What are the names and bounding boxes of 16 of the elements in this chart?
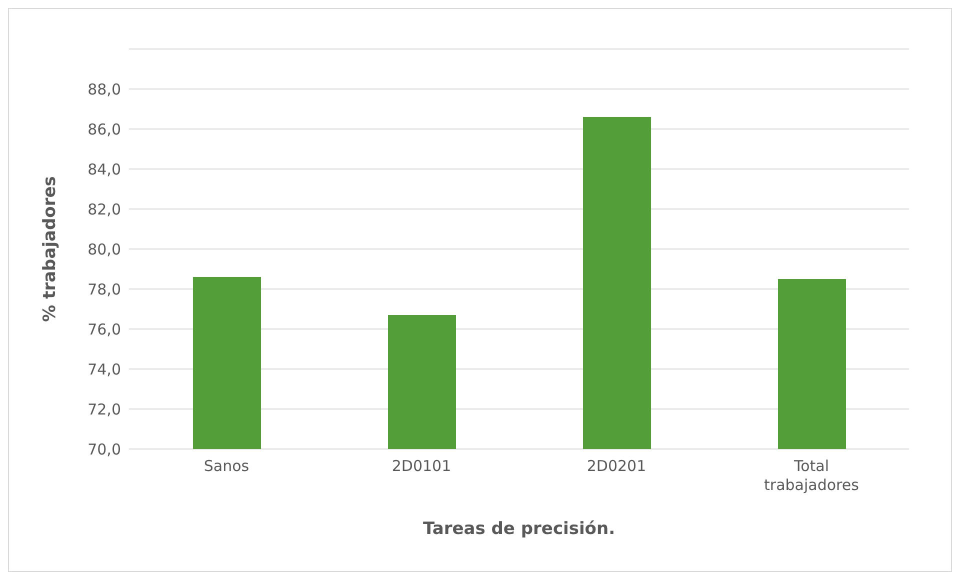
y-tick-label: 70,0 <box>88 440 121 458</box>
y-tick-label: 72,0 <box>88 400 121 418</box>
x-tick-label: Total trabajadores <box>764 457 860 494</box>
x-axis-title: Tareas de precisión. <box>422 519 616 539</box>
y-axis-title: % trabajadores <box>40 176 60 322</box>
y-tick-label: 74,0 <box>88 360 121 378</box>
y-tick-label: 86,0 <box>88 120 121 138</box>
y-tick-label: 80,0 <box>88 240 121 258</box>
y-tick-label: 78,0 <box>88 280 121 298</box>
y-tick-label: 82,0 <box>88 200 121 218</box>
y-tick-label: 76,0 <box>88 320 121 338</box>
x-tick-label: 2D0101 <box>392 457 452 475</box>
x-tick-label: 2D0201 <box>586 457 646 475</box>
y-tick-label: 84,0 <box>88 160 121 178</box>
x-tick-label: Sanos <box>204 457 250 475</box>
y-tick-label: 88,0 <box>88 80 121 98</box>
